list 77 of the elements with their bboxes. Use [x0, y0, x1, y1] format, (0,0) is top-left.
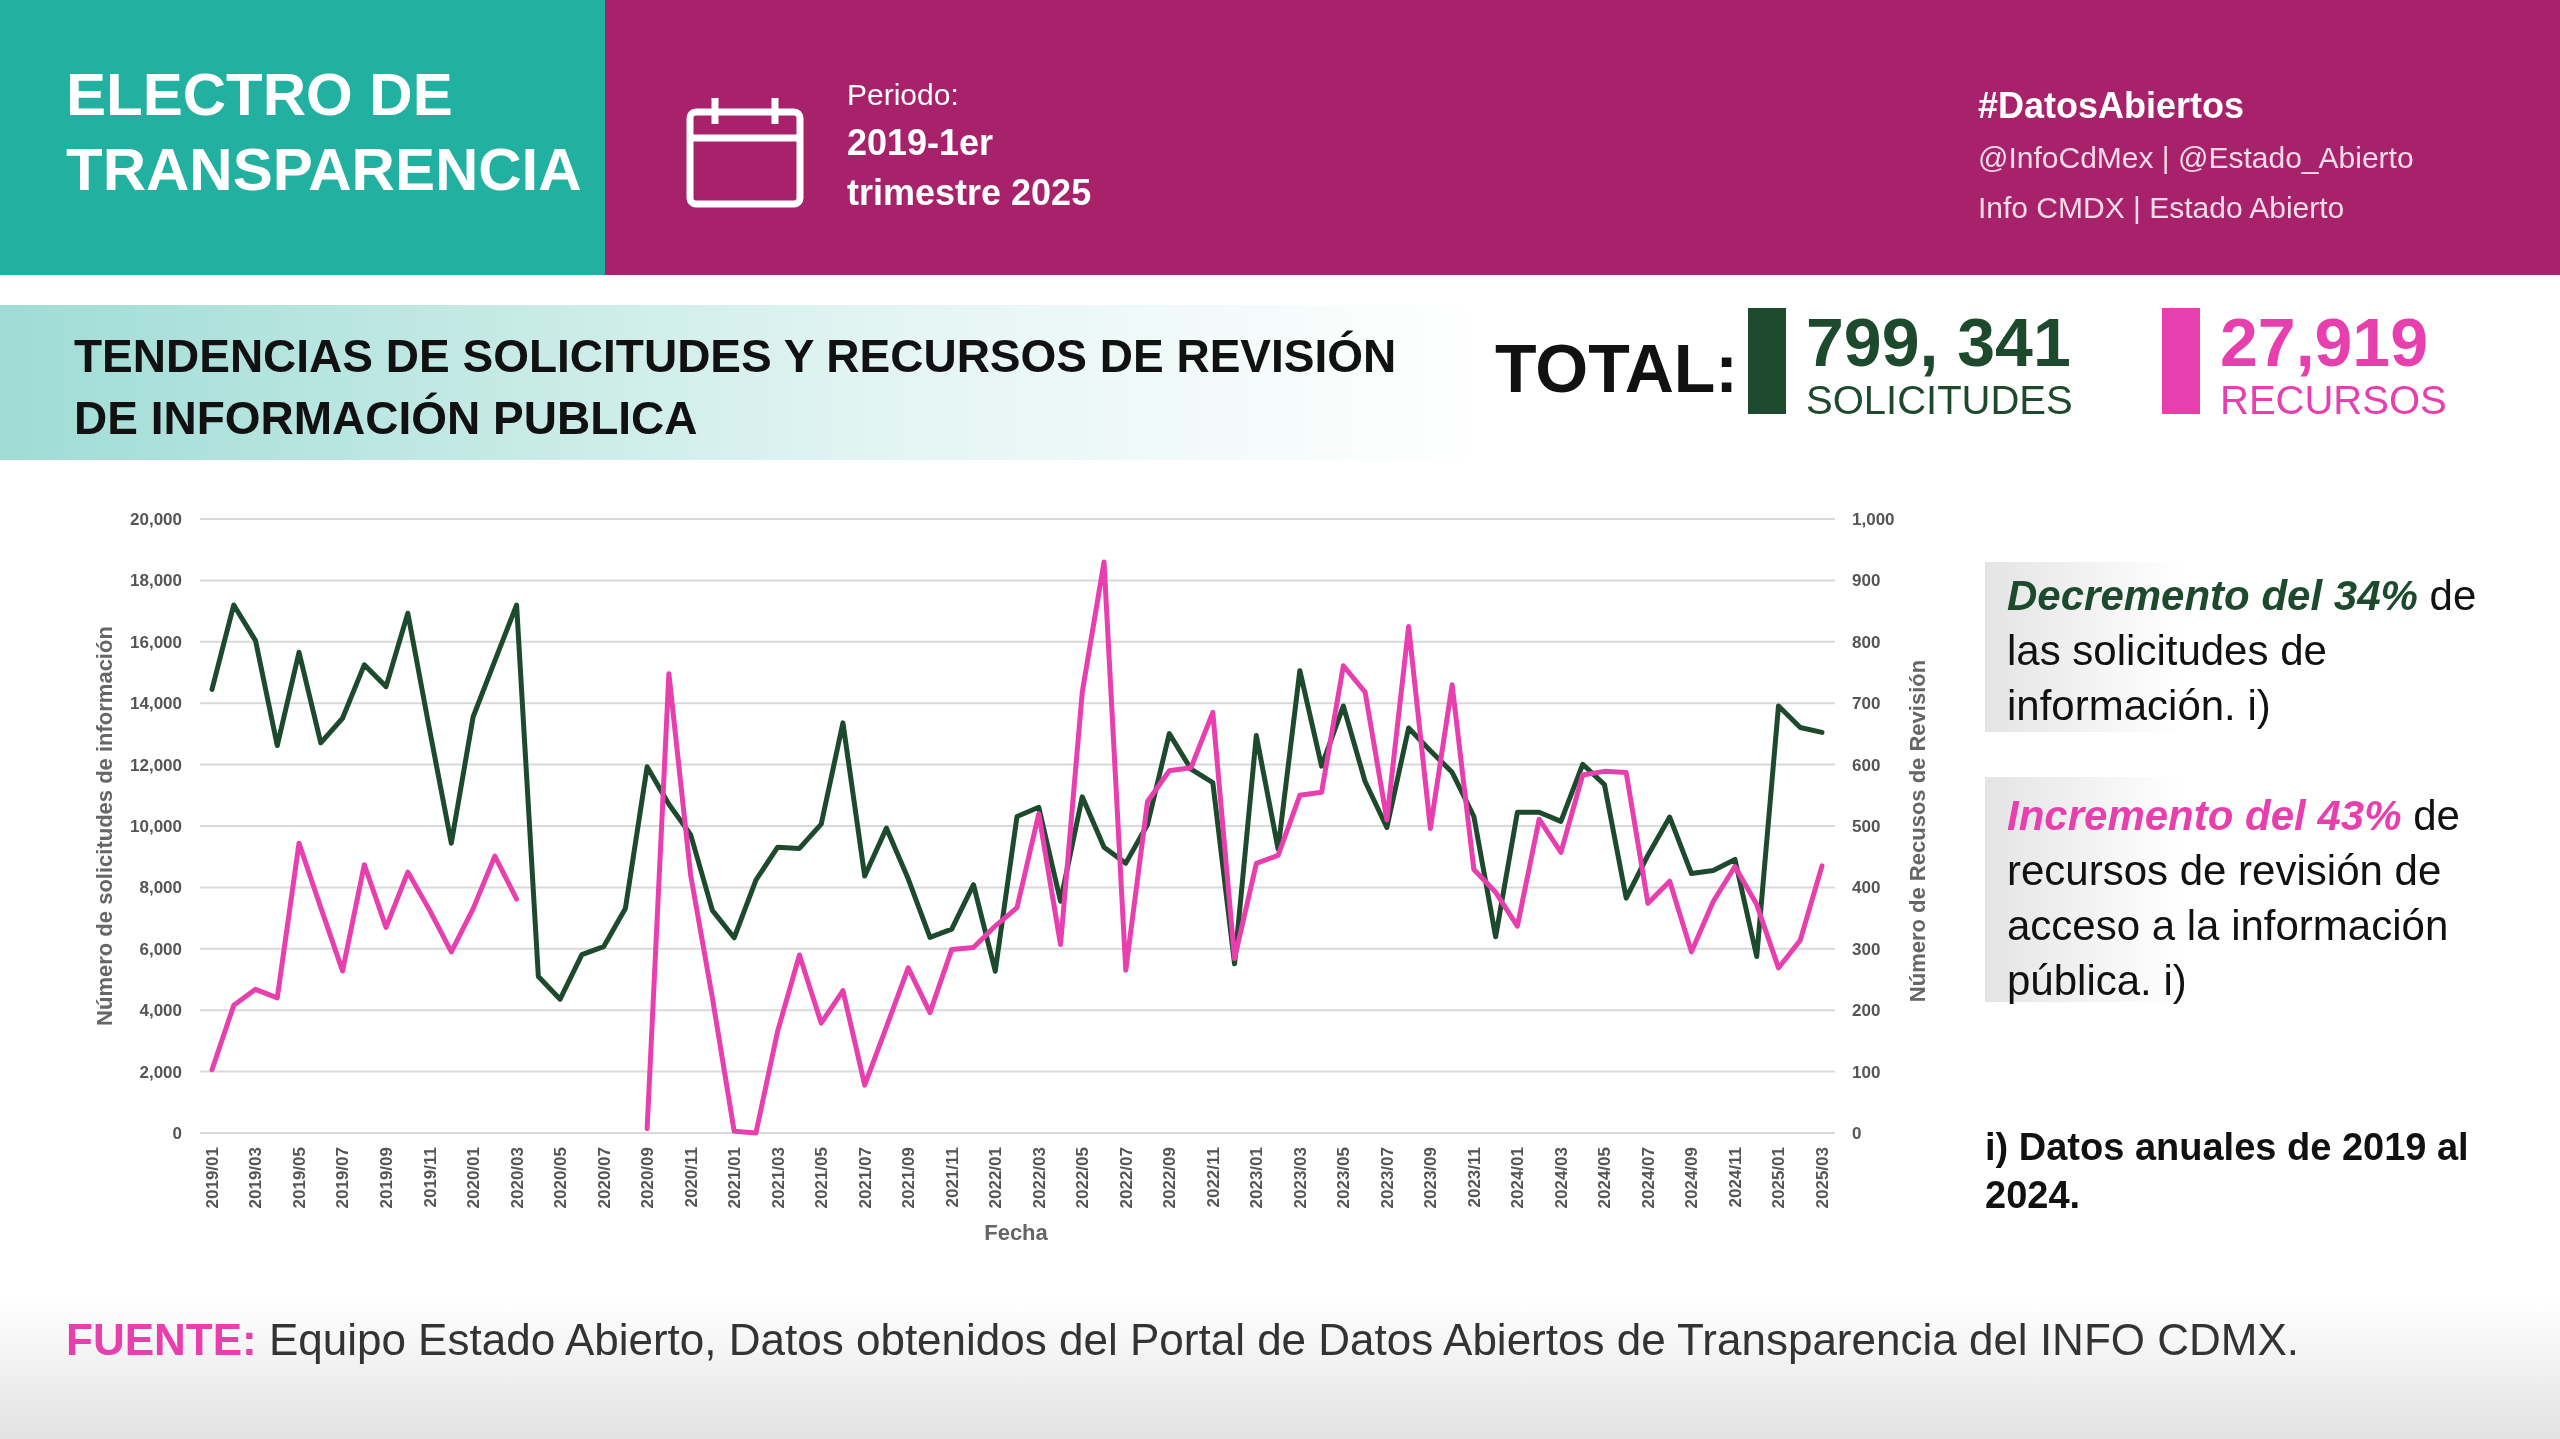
y-tick-label: 18,000: [130, 571, 182, 591]
x-tick-label: 2020/11: [681, 1147, 701, 1208]
y-tick-label: 14,000: [130, 694, 182, 714]
y2-tick-label: 400: [1852, 878, 1881, 898]
x-tick-label: 2021/07: [855, 1147, 875, 1209]
text: 799, 341: [1806, 304, 2071, 380]
text: Periodo:: [847, 78, 959, 111]
y2-tick-label: 700: [1852, 694, 1881, 714]
x-tick-label: 2023/11: [1464, 1147, 1484, 1208]
text: Info CMDX | Estado Abierto: [1978, 191, 2345, 224]
x-tick-label: 2019/01: [202, 1147, 222, 1209]
y2-tick-label: 1,000: [1852, 509, 1895, 529]
x-tick-label: 2019/11: [420, 1147, 440, 1208]
x-tick-label: 2024/07: [1638, 1147, 1658, 1209]
y-tick-label: 16,000: [130, 632, 182, 652]
x-tick-label: 2021/05: [812, 1147, 832, 1209]
y2-tick-label: 500: [1852, 816, 1881, 836]
y2-tick-label: 200: [1852, 1001, 1881, 1021]
text: FUENTE: Equipo Estado Abierto, Datos obtenidos del Portal de Datos Abiertos de Transparencia del INFO CDMX.: [66, 1315, 2299, 1364]
x-tick-label: 2020/05: [551, 1147, 571, 1209]
y-tick-label: 6,000: [139, 939, 182, 959]
x-tick-label: 2019/07: [333, 1147, 353, 1209]
x-tick-label: 2023/03: [1290, 1147, 1310, 1209]
text: i) Datos anuales de 2019 al 2024.: [1985, 1126, 2469, 1216]
x-tick-label: 2024/05: [1595, 1147, 1615, 1209]
x-tick-label: 2021/11: [942, 1147, 962, 1208]
text: 27,919: [2220, 304, 2428, 380]
x-tick-label: 2024/09: [1682, 1147, 1702, 1209]
x-tick-label: 2022/07: [1116, 1147, 1136, 1209]
x-tick-label: 2019/03: [246, 1147, 266, 1209]
text: #DatosAbiertos: [1978, 85, 2245, 126]
text: SOLICITUDES: [1806, 378, 2073, 422]
y2-tick-label: 800: [1852, 632, 1881, 652]
text: TOTAL:: [1495, 330, 1738, 406]
y-tick-label: 10,000: [130, 816, 182, 836]
x-tick-label: 2020/09: [638, 1147, 658, 1209]
text: ELECTRO DE TRANSPARENCIA: [66, 61, 582, 203]
x-tick-label: 2021/01: [725, 1147, 745, 1209]
x-tick-label: 2020/01: [464, 1147, 484, 1209]
x-tick-label: 2022/03: [1029, 1147, 1049, 1209]
chart-title: TENDENCIAS DE SOLICITUDES Y RECURSOS DE REVISIÓN DE INFORMACIÓN PUBLICA: [74, 330, 1397, 444]
y-tick-label: 12,000: [130, 755, 182, 775]
x-tick-label: 2022/05: [1073, 1147, 1093, 1209]
x-tick-label: 2025/03: [1812, 1147, 1832, 1209]
x-tick-label: 2019/09: [377, 1147, 396, 1209]
y-tick-label: 0: [172, 1123, 182, 1143]
x-tick-label: 2022/09: [1160, 1147, 1180, 1209]
x-tick-label: 2024/11: [1725, 1147, 1745, 1208]
x-tick-label: 2023/09: [1421, 1147, 1441, 1209]
x-tick-label: 2022/11: [1203, 1147, 1223, 1208]
x-axis-title: Fecha: [984, 1220, 1049, 1245]
x-tick-label: 2023/07: [1377, 1147, 1397, 1209]
y2-tick-label: 0: [1852, 1123, 1862, 1143]
x-tick-label: 2020/07: [594, 1147, 614, 1209]
y-axis-title: Número de solicitudes de información: [92, 626, 117, 1026]
y-tick-label: 2,000: [139, 1062, 182, 1082]
x-tick-label: 2025/01: [1769, 1147, 1789, 1209]
x-tick-label: 2021/03: [768, 1147, 788, 1209]
x-tick-label: 2020/03: [507, 1147, 527, 1209]
x-tick-label: 2024/01: [1508, 1147, 1528, 1209]
y2-tick-label: 300: [1852, 939, 1881, 959]
x-tick-label: 2024/03: [1551, 1147, 1571, 1209]
y2-tick-label: 900: [1852, 571, 1881, 591]
x-tick-label: 2023/01: [1247, 1147, 1267, 1209]
y-tick-label: 8,000: [139, 878, 182, 898]
y-tick-label: 4,000: [139, 1001, 182, 1021]
y2-axis-title: Número de Recusos de Revisión: [1905, 659, 1930, 1003]
x-tick-label: 2023/05: [1334, 1147, 1354, 1209]
x-tick-label: 2019/05: [289, 1147, 309, 1209]
x-tick-label: 2022/01: [986, 1147, 1006, 1209]
text: @InfoCdMex | @Estado_Abierto: [1978, 141, 2414, 174]
x-tick-label: 2021/09: [899, 1147, 919, 1209]
y2-tick-label: 600: [1852, 755, 1881, 775]
text: RECURSOS: [2220, 378, 2447, 422]
text: 2019-1er trimestre 2025: [847, 122, 1092, 213]
y-tick-label: 20,000: [130, 509, 182, 529]
y2-tick-label: 100: [1852, 1062, 1881, 1082]
